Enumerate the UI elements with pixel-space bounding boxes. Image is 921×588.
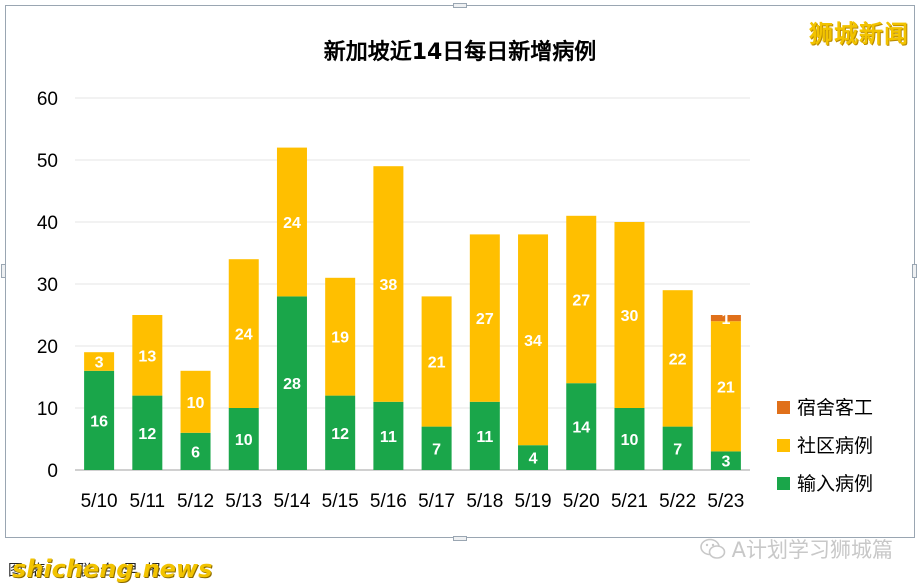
bar-segment: [566, 215, 597, 384]
data-label: 10: [235, 432, 253, 449]
watermark-top: 狮城新闻: [809, 20, 909, 48]
bar-segment: [373, 166, 404, 402]
data-label: 13: [138, 348, 156, 365]
data-label: 10: [187, 395, 205, 412]
bar-segment: [662, 426, 693, 470]
watermark-bottom: shicheng.news: [12, 555, 213, 583]
data-label: 4: [529, 451, 538, 468]
bar-segment: [180, 370, 211, 433]
bar-segment: [276, 296, 307, 470]
bar-segment: [84, 352, 115, 371]
bar-segment: [325, 395, 356, 470]
bar-segment: [421, 426, 452, 470]
data-label: 14: [572, 420, 590, 437]
bar-segment: [421, 296, 452, 427]
data-label: 21: [717, 379, 735, 396]
bar-segment: [566, 383, 597, 470]
x-tick-label: 5/16: [370, 491, 407, 512]
y-tick-label: 0: [47, 461, 58, 482]
x-tick-label: 5/15: [322, 491, 359, 512]
bar-segment: [373, 401, 404, 470]
bar-segment: [614, 408, 645, 470]
bar-segment: [710, 321, 741, 452]
bar-segment: [180, 432, 211, 470]
x-tick-label: 5/22: [659, 491, 696, 512]
data-label: 38: [379, 277, 397, 294]
legend-swatch: [777, 439, 790, 452]
data-label: 12: [331, 426, 349, 443]
bar-segment: [325, 277, 356, 396]
bar-segment: [84, 370, 115, 470]
data-label: 28: [283, 376, 301, 393]
data-label: 10: [621, 432, 639, 449]
bar-segment: [614, 222, 645, 408]
y-tick-label: 40: [37, 213, 58, 234]
data-label: 3: [95, 355, 104, 372]
wechat-watermark: A计划学习狮城篇: [699, 534, 893, 564]
x-tick-label: 5/20: [563, 491, 600, 512]
data-label: 11: [476, 429, 493, 446]
bar-segment: [662, 290, 693, 427]
bar-segment: [710, 315, 741, 322]
y-tick-label: 60: [37, 89, 58, 110]
data-label: 11: [380, 429, 397, 446]
y-tick-label: 30: [37, 275, 58, 296]
x-tick-label: 5/11: [130, 491, 166, 512]
data-label: 27: [572, 293, 590, 310]
data-label: 7: [673, 441, 682, 458]
bar-segment: [469, 401, 500, 470]
x-tick-label: 5/18: [466, 491, 503, 512]
wechat-icon: [699, 538, 725, 559]
y-tick-label: 10: [37, 399, 58, 420]
resize-handle-top[interactable]: [453, 3, 467, 8]
data-label: 27: [476, 311, 494, 328]
legend-swatch: [777, 401, 790, 414]
legend-label: 输入病例: [797, 473, 873, 495]
bar-segment: [518, 445, 549, 470]
x-tick-label: 5/12: [177, 491, 214, 512]
bar-segment: [710, 451, 741, 470]
bar-segment: [469, 234, 500, 402]
x-tick-label: 5/23: [707, 491, 744, 512]
legend-swatch: [777, 477, 790, 490]
bar-segment: [276, 147, 307, 297]
data-label: 24: [283, 215, 301, 232]
data-label: 6: [191, 444, 200, 461]
x-tick-label: 5/14: [273, 491, 310, 512]
data-label: 19: [331, 330, 349, 347]
x-tick-label: 5/21: [611, 491, 648, 512]
y-tick-label: 50: [37, 151, 58, 172]
x-tick-label: 5/10: [81, 491, 118, 512]
bar-segment: [132, 315, 163, 396]
data-label: 34: [524, 333, 542, 350]
data-label: 12: [138, 426, 156, 443]
data-label: 22: [669, 351, 687, 368]
legend-label: 宿舍客工: [797, 397, 873, 419]
data-label: 21: [428, 355, 446, 372]
y-tick-label: 20: [37, 337, 58, 358]
wechat-mark-text: A计划学习狮城篇: [731, 538, 893, 562]
bar-segment: [228, 408, 259, 470]
resize-handle-bottom[interactable]: [453, 536, 467, 541]
resize-handle-left[interactable]: [1, 264, 6, 278]
x-tick-label: 5/13: [225, 491, 262, 512]
legend-label: 社区病例: [797, 435, 873, 457]
data-label: 24: [235, 327, 253, 344]
bar-segment: [132, 395, 163, 470]
chart-title: 新加坡近14日每日新增病例: [324, 39, 597, 65]
data-label: 7: [432, 441, 441, 458]
x-tick-label: 5/19: [515, 491, 552, 512]
data-label: 16: [90, 413, 108, 430]
data-label: 3: [721, 454, 730, 471]
resize-handle-right[interactable]: [912, 264, 917, 278]
bar-segment: [518, 234, 549, 446]
x-tick-label: 5/17: [418, 491, 455, 512]
bar-segment: [228, 259, 259, 408]
data-label: 30: [621, 308, 639, 325]
data-label: 1: [721, 311, 730, 328]
chart-caption: 图表：联合早报: [8, 561, 170, 579]
